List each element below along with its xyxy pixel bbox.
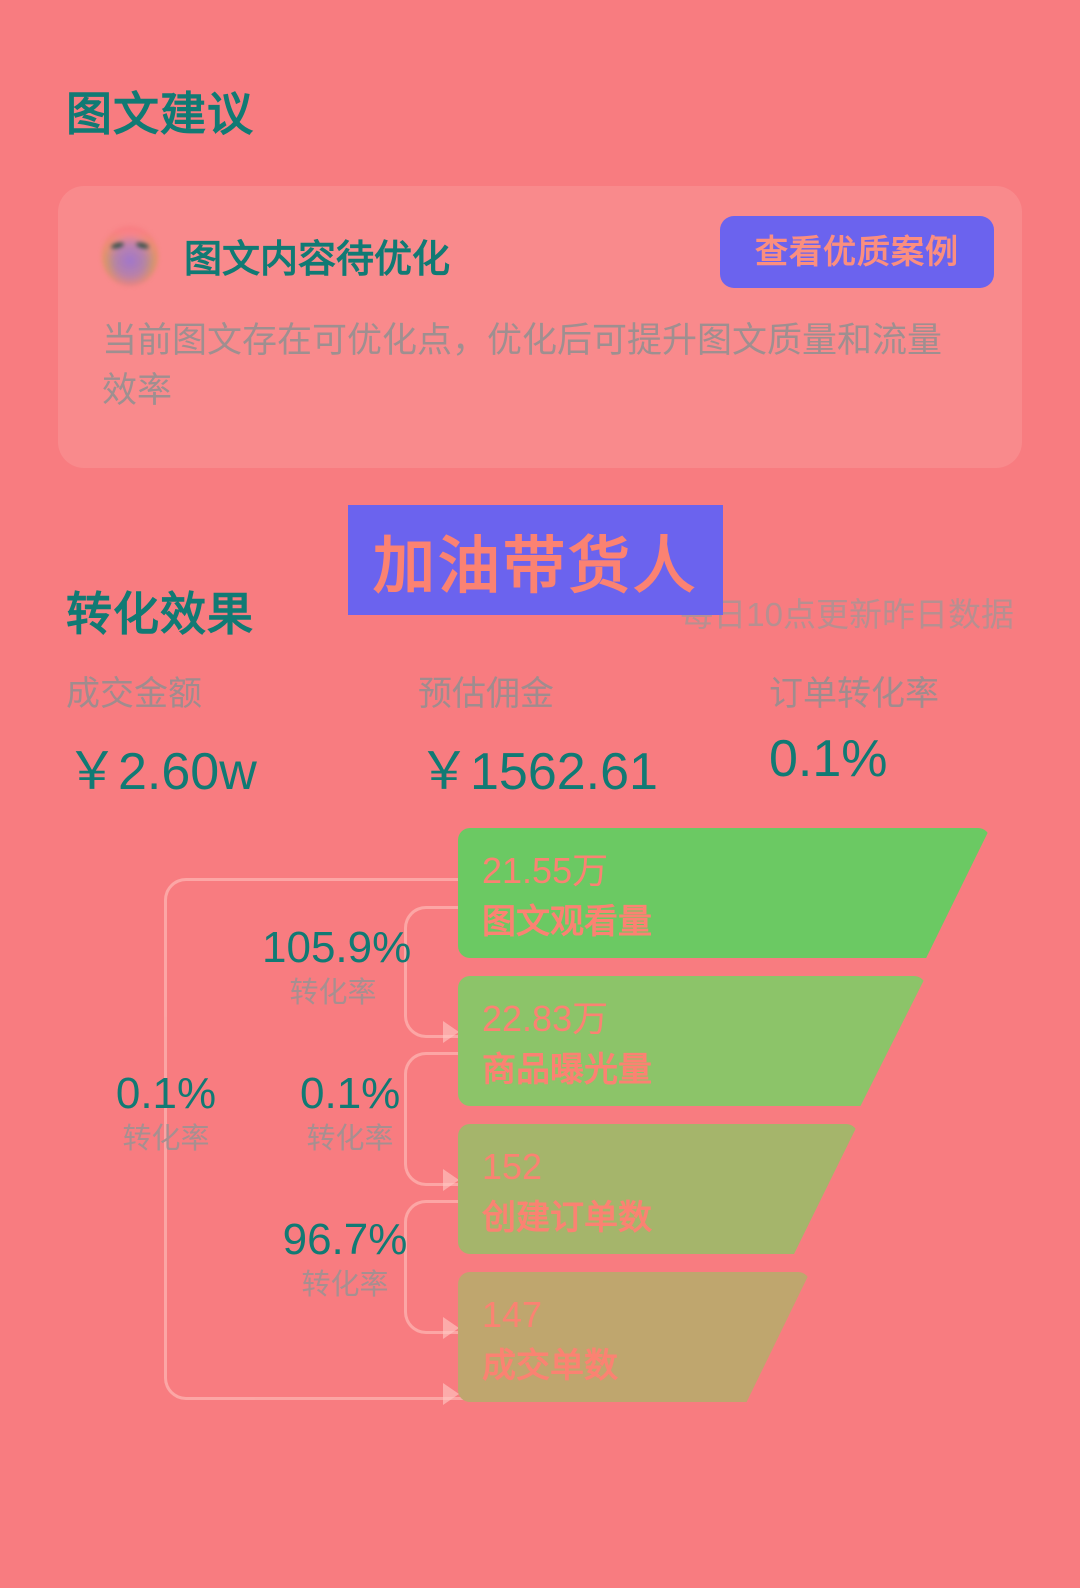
metric-gmv-label: 成交金额 — [66, 675, 202, 713]
funnel-stage-orders-created-name: 创建订单数 — [482, 1199, 652, 1237]
page-title-conversion: 转化效果 — [66, 588, 254, 640]
funnel-rate-step-2-label: 转化率 — [306, 1123, 394, 1156]
metric-gmv-value: ￥2.60w — [66, 743, 257, 801]
metric-commission: 预估佣金 ￥1562.61 — [418, 666, 658, 804]
advice-description: 当前图文存在可优化点，优化后可提升图文质量和流量效率 — [102, 321, 943, 410]
crying-face-emoji-icon — [102, 226, 158, 286]
funnel-stage-orders-created-value: 152 — [482, 1146, 543, 1187]
conversion-funnel-chart: 0.1% 转化率 105.9% 转化率 0.1% 转化率 96.7% 转化率 2… — [0, 820, 1080, 1420]
funnel-rate-overall: 0.1% 转化率 — [114, 1069, 218, 1156]
funnel-stage-orders-created[interactable]: 152 创建订单数 — [458, 1124, 858, 1254]
funnel-stage-exposure[interactable]: 22.83万 商品曝光量 — [458, 976, 926, 1106]
funnel-stage-orders-paid-name: 成交单数 — [482, 1347, 618, 1385]
advice-card-header: 图文内容待优化 查看优质案例 — [102, 216, 994, 300]
funnel-connector-step-3 — [404, 1200, 467, 1334]
funnel-stage-views-shape — [458, 828, 990, 958]
funnel-stage-exposure-shape — [458, 976, 926, 1106]
metric-order-conversion: 订单转化率 0.1% — [769, 666, 939, 789]
funnel-rate-step-1-value: 105.9% — [262, 923, 412, 972]
metric-commission-label: 预估佣金 — [418, 675, 554, 713]
funnel-stage-views-text: 21.55万 图文观看量 — [482, 848, 652, 944]
funnel-stage-exposure-name: 商品曝光量 — [482, 1051, 652, 1089]
metrics-row: 成交金额 ￥2.60w 预估佣金 ￥1562.61 订单转化率 0.1% — [66, 666, 1026, 801]
funnel-stage-orders-paid-shape — [458, 1272, 810, 1402]
funnel-connector-step-1 — [404, 906, 467, 1038]
funnel-stage-orders-created-text: 152 创建订单数 — [482, 1144, 652, 1240]
funnel-rate-overall-label: 转化率 — [122, 1123, 210, 1156]
data-update-note: 每日10点更新昨日数据 — [680, 596, 1014, 633]
promo-sticker-overlay: 加油带货人 — [348, 505, 723, 615]
funnel-rate-overall-value: 0.1% — [115, 1069, 217, 1118]
funnel-stage-orders-paid-text: 147 成交单数 — [482, 1292, 618, 1388]
funnel-rate-step-2-value: 0.1% — [300, 1069, 401, 1118]
metric-commission-value: ￥1562.61 — [418, 743, 658, 801]
funnel-arrow-step-3-icon — [443, 1317, 459, 1339]
funnel-stage-views[interactable]: 21.55万 图文观看量 — [458, 828, 990, 958]
funnel-rate-step-2: 0.1% 转化率 — [300, 1069, 401, 1156]
funnel-arrow-step-2-icon — [443, 1169, 459, 1191]
advice-headline: 图文内容待优化 — [184, 239, 451, 281]
funnel-rate-step-3-label: 转化率 — [301, 1269, 389, 1302]
funnel-stage-exposure-text: 22.83万 商品曝光量 — [482, 996, 652, 1092]
funnel-rate-step-3: 96.7% 转化率 — [274, 1215, 416, 1302]
metric-order-conversion-label: 订单转化率 — [769, 675, 939, 713]
funnel-rate-step-3-value: 96.7% — [282, 1215, 408, 1264]
view-quality-cases-button[interactable]: 查看优质案例 — [720, 216, 994, 288]
funnel-stage-exposure-value: 22.83万 — [482, 998, 609, 1039]
page-title-advice: 图文建议 — [66, 88, 254, 140]
funnel-stage-orders-paid-value: 147 — [482, 1294, 543, 1335]
funnel-arrow-overall-icon — [443, 1383, 459, 1405]
metric-gmv: 成交金额 ￥2.60w — [66, 666, 257, 804]
funnel-rate-step-1-label: 转化率 — [289, 977, 377, 1010]
promo-sticker-text: 加油带货人 — [372, 532, 698, 601]
funnel-stage-orders-created-shape — [458, 1124, 858, 1254]
metric-order-conversion-value: 0.1% — [769, 730, 888, 788]
funnel-stage-orders-paid[interactable]: 147 成交单数 — [458, 1272, 810, 1402]
funnel-stage-views-name: 图文观看量 — [482, 903, 652, 941]
advice-card[interactable]: 图文内容待优化 查看优质案例 当前图文存在可优化点，优化后可提升图文质量和流量效… — [58, 186, 1022, 468]
funnel-rate-step-1: 105.9% 转化率 — [262, 923, 412, 1010]
funnel-arrow-step-1-icon — [443, 1021, 459, 1043]
funnel-connector-overall — [164, 878, 467, 1400]
funnel-stage-views-value: 21.55万 — [482, 850, 609, 891]
funnel-connector-step-2 — [404, 1052, 467, 1186]
